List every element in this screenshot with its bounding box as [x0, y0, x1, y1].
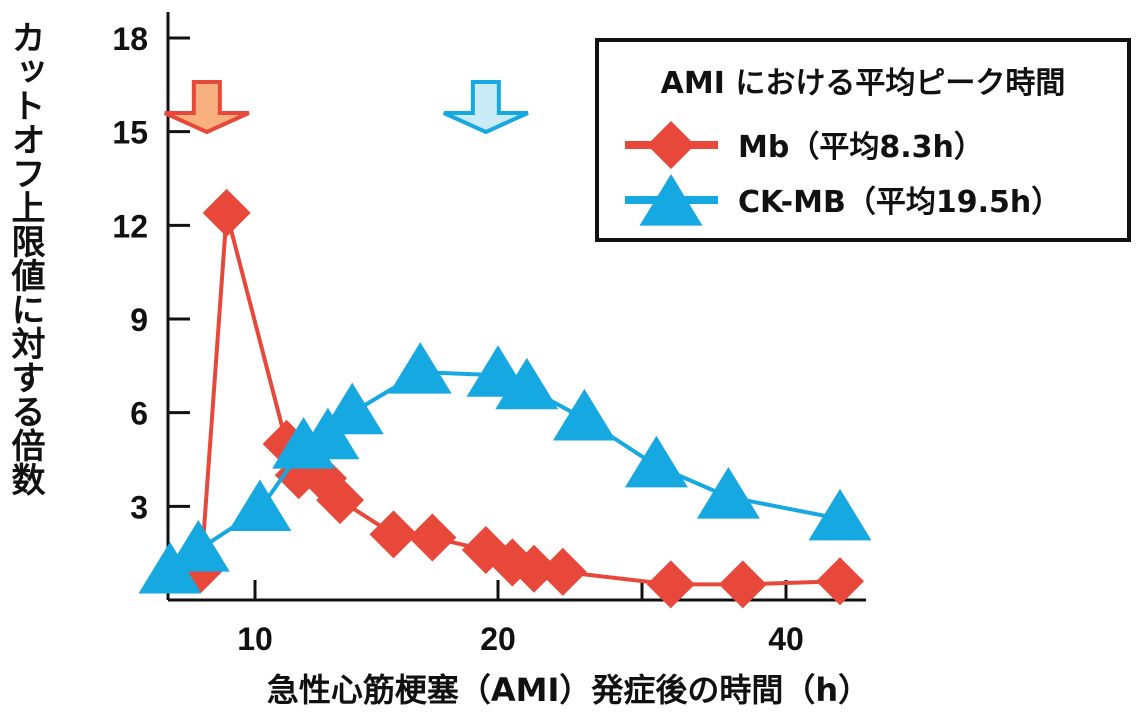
series-ck-mb	[138, 342, 872, 594]
axes: 3 6 9 12 15 18 10 20 40	[112, 12, 866, 657]
x-tick-label: 10	[237, 621, 273, 657]
data-point	[202, 188, 251, 237]
legend-title: AMI における平均ピーク時間	[661, 66, 1066, 101]
data-point	[316, 476, 365, 525]
data-point	[552, 388, 616, 441]
legend-entry-label: Mb（平均8.3h）	[738, 130, 984, 165]
y-tick-label: 6	[130, 396, 148, 432]
data-point	[408, 513, 457, 562]
data-point	[646, 560, 695, 609]
data-point	[696, 466, 760, 519]
peak-arrows	[164, 80, 529, 135]
legend-marker	[647, 121, 695, 169]
y-tick-label: 18	[112, 21, 148, 57]
data-point	[808, 488, 872, 541]
y-tick-label: 12	[112, 208, 148, 244]
y-tick-label: 15	[112, 115, 148, 151]
x-axis-label: 急性心筋梗塞（AMI）発症後の時間（h）	[266, 671, 871, 709]
data-point	[624, 435, 688, 488]
data-point	[369, 510, 418, 559]
data-point	[166, 520, 230, 572]
data-point	[510, 544, 558, 593]
legend-entry-label: CK-MB（平均19.5h）	[738, 185, 1061, 220]
x-tick-label: 40	[768, 621, 804, 657]
data-point	[320, 382, 384, 435]
legend: AMI における平均ピーク時間 Mb（平均8.3h） CK-MB（平均19.5h）	[595, 38, 1131, 242]
data-point	[718, 560, 767, 609]
data-point	[388, 342, 452, 394]
data-point	[538, 547, 587, 596]
series-layer	[138, 188, 872, 609]
peak-arrow	[164, 80, 250, 135]
data-point	[495, 357, 559, 410]
y-tick-label: 9	[130, 302, 148, 338]
data-point	[228, 479, 292, 532]
y-tick-label: 3	[130, 489, 148, 525]
y-axis-label: カットオフ上限値に対する倍数	[5, 20, 45, 496]
data-point	[816, 557, 864, 606]
legend-marker	[639, 174, 703, 226]
peak-arrow	[443, 80, 529, 135]
x-tick-label: 20	[480, 621, 516, 657]
